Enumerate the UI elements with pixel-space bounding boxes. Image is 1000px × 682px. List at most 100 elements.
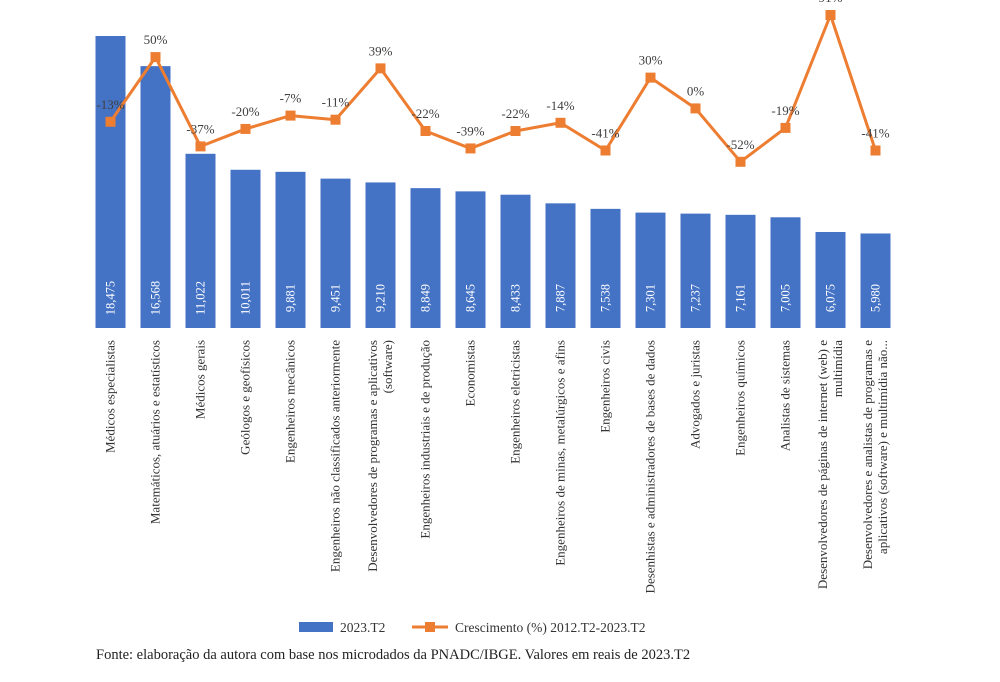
growth-label: -19% <box>771 103 799 118</box>
growth-marker <box>375 63 386 74</box>
category-label: Engenheiros mecânicos <box>283 340 298 463</box>
growth-label: -20% <box>231 104 259 119</box>
bar-value-label: 9,210 <box>374 284 388 312</box>
growth-marker <box>645 72 656 83</box>
bar <box>320 178 351 328</box>
growth-marker <box>195 141 206 152</box>
growth-marker <box>600 145 611 156</box>
growth-label: -52% <box>726 137 754 152</box>
category-label: Geólogos e geofísicos <box>238 340 253 455</box>
growth-marker <box>780 122 791 133</box>
bar-value-label: 10,011 <box>239 281 253 315</box>
growth-label: -37% <box>186 121 214 136</box>
category-label: Desenhistas e administradores de bases d… <box>643 340 658 593</box>
bar-value-label: 8,433 <box>509 284 523 312</box>
category-label: multimídia <box>830 340 845 397</box>
bar <box>95 36 126 328</box>
source-note: Fonte: elaboração da autora com base nos… <box>96 647 691 663</box>
bar <box>590 208 621 328</box>
bar <box>680 213 711 328</box>
category-label: Engenheiros químicos <box>733 340 748 456</box>
bar-value-label: 7,887 <box>554 284 568 312</box>
category-label: aplicativos (software) e multimídia não.… <box>875 340 890 554</box>
growth-marker <box>510 125 521 136</box>
growth-label: -41% <box>861 125 889 140</box>
bar-value-label: 7,538 <box>599 284 613 312</box>
growth-marker <box>555 117 566 128</box>
bar <box>365 182 396 328</box>
category-label: Analistas de sistemas <box>778 340 793 451</box>
bar <box>185 153 216 328</box>
growth-label: -41% <box>591 125 619 140</box>
bar-value-label: 7,161 <box>734 284 748 312</box>
growth-marker <box>330 114 341 125</box>
category-label: Matemáticos, atuários e estatísticos <box>148 340 163 524</box>
growth-marker <box>105 116 116 127</box>
growth-label: 30% <box>639 53 663 68</box>
bar-value-label: 18,475 <box>104 281 118 315</box>
growth-label: -11% <box>322 95 350 110</box>
bar-value-label: 16,568 <box>149 281 163 315</box>
bar-value-label: 9,881 <box>284 284 298 312</box>
growth-label: 50% <box>144 32 168 47</box>
category-label: Médicos gerais <box>193 340 208 419</box>
growth-label: -13% <box>96 97 124 112</box>
bar-value-label: 8,645 <box>464 284 478 312</box>
growth-marker <box>285 110 296 121</box>
bar <box>725 214 756 328</box>
growth-marker <box>870 145 881 156</box>
growth-marker <box>690 103 701 114</box>
category-label: Economistas <box>463 340 478 406</box>
bar-value-label: 7,005 <box>779 284 793 312</box>
bar <box>815 231 846 328</box>
bar-value-label: 6,075 <box>824 284 838 312</box>
category-label: Desenvolvedores de programas e aplicativ… <box>365 340 380 572</box>
bar <box>455 191 486 328</box>
bar-value-label: 8,849 <box>419 284 433 312</box>
growth-label: -14% <box>546 98 574 113</box>
bar <box>275 171 306 328</box>
bar <box>770 217 801 328</box>
bar <box>140 66 171 328</box>
category-label: Engenheiros civis <box>598 340 613 433</box>
chart-svg: 18,475 16,568 11,022 10,011 9,881 9,451 9,210 8… <box>95 0 891 635</box>
category-label: (software) <box>380 340 395 393</box>
category-label: Engenheiros não classificados anteriorme… <box>328 340 343 572</box>
category-label: Engenheiros de minas, metalúrgicos e afi… <box>553 340 568 566</box>
bar <box>635 212 666 328</box>
category-label: Desenvolvedores e analistas de programas… <box>860 340 875 569</box>
growth-marker <box>240 123 251 134</box>
bar <box>860 233 891 328</box>
growth-label: -22% <box>501 106 529 121</box>
bar-value-label: 7,237 <box>689 284 703 312</box>
category-label: Advogados e juristas <box>688 340 703 449</box>
bar <box>545 203 576 328</box>
legend-line-label: Crescimento (%) 2012.T2-2023.T2 <box>455 620 645 635</box>
bar-value-label: 11,022 <box>194 281 208 315</box>
category-label: Médicos especialistas <box>103 340 118 453</box>
legend-bar-label: 2023.T2 <box>340 620 385 635</box>
growth-line <box>109 13 877 164</box>
category-label: Engenheiros eletricistas <box>508 340 523 464</box>
growth-label: 39% <box>369 43 393 58</box>
category-label: Desenvolvedores de páginas de internet (… <box>815 340 830 589</box>
growth-marker <box>465 143 476 154</box>
bar-value-label: 7,301 <box>644 284 658 312</box>
legend-bar-swatch <box>299 622 333 632</box>
bar-value-label: 9,451 <box>329 284 343 312</box>
legend-line-marker <box>425 622 435 632</box>
growth-marker <box>150 52 161 63</box>
growth-label: -22% <box>411 106 439 121</box>
growth-label: -39% <box>456 123 484 138</box>
bar <box>410 188 441 328</box>
growth-marker <box>735 156 746 167</box>
growth-marker <box>420 125 431 136</box>
growth-marker <box>825 10 836 20</box>
growth-label: -7% <box>280 91 302 106</box>
bar <box>500 194 531 328</box>
growth-label: 0% <box>687 83 705 98</box>
growth-label: 91% <box>819 0 843 5</box>
bar-value-label: 5,980 <box>869 284 883 312</box>
category-label: Engenheiros industriais e de produção <box>418 340 433 539</box>
